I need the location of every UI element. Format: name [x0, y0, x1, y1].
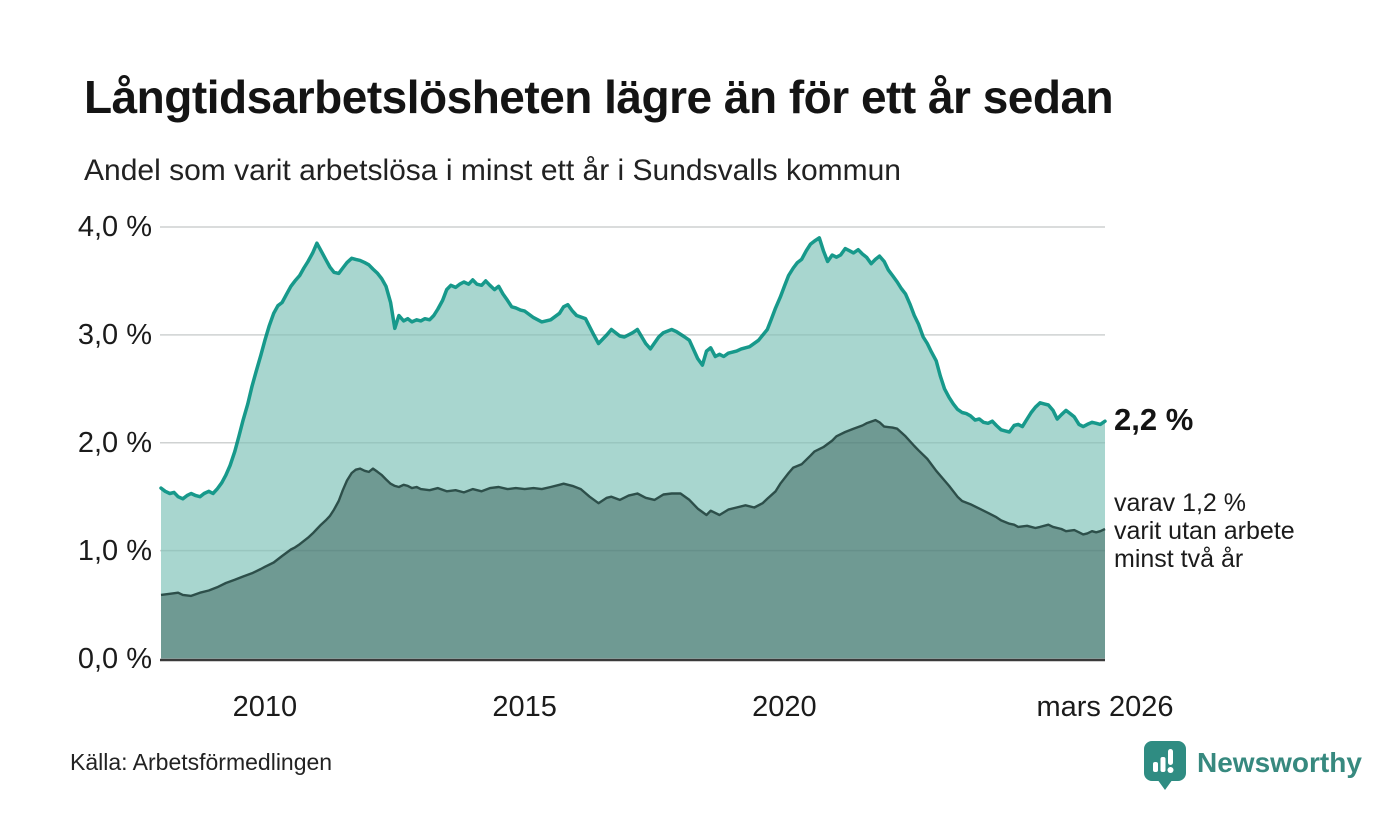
- x-tick-label: 2020: [752, 691, 817, 723]
- x-tick-label: mars 2026: [1036, 691, 1174, 723]
- latest-value-label: 2,2 %: [1114, 402, 1194, 437]
- x-tick-label: 2015: [492, 691, 557, 723]
- newsworthy-logo: Newsworthy: [1143, 740, 1362, 792]
- y-tick-label: 4,0 %: [77, 211, 152, 243]
- x-tick-label: 2010: [232, 691, 298, 723]
- line-1yr: [159, 236, 1107, 501]
- y-tick-label: 2,0 %: [77, 426, 152, 459]
- area-2yr: [161, 420, 1105, 659]
- page-title: Långtidsarbetslösheten lägre än för ett …: [84, 71, 1114, 123]
- source-caption: Källa: Arbetsförmedlingen: [70, 749, 333, 775]
- two-year-note: varav 1,2 % varit utan arbete minst två …: [1114, 489, 1295, 573]
- y-tick-label: 3,0 %: [77, 318, 152, 351]
- y-tick-label: 1,0 %: [77, 534, 152, 567]
- y-tick-label: 0,0 %: [77, 642, 152, 675]
- page-subtitle: Andel som varit arbetslösa i minst ett å…: [84, 154, 901, 187]
- newsworthy-pin-icon: [1144, 741, 1186, 790]
- line-2yr: [160, 418, 1106, 598]
- newsworthy-wordmark: Newsworthy: [1197, 747, 1362, 778]
